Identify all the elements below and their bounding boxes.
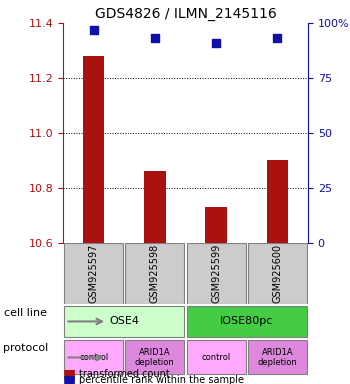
Text: control: control — [79, 353, 108, 362]
FancyBboxPatch shape — [64, 306, 184, 337]
FancyBboxPatch shape — [248, 341, 307, 374]
FancyBboxPatch shape — [187, 341, 245, 374]
Point — [274, 35, 280, 41]
Point — [91, 26, 97, 33]
FancyBboxPatch shape — [125, 243, 184, 304]
Point — [213, 40, 219, 46]
FancyBboxPatch shape — [64, 243, 123, 304]
FancyBboxPatch shape — [125, 341, 184, 374]
Text: GSM925597: GSM925597 — [89, 244, 99, 303]
FancyBboxPatch shape — [248, 243, 307, 304]
Text: ■: ■ — [63, 373, 76, 384]
Text: cell line: cell line — [4, 308, 47, 318]
FancyBboxPatch shape — [64, 341, 123, 374]
Bar — [205, 207, 227, 243]
Text: ARID1A
depletion: ARID1A depletion — [258, 348, 297, 367]
Text: control: control — [202, 353, 231, 362]
Bar — [267, 160, 288, 243]
Title: GDS4826 / ILMN_2145116: GDS4826 / ILMN_2145116 — [94, 7, 276, 21]
FancyBboxPatch shape — [187, 243, 245, 304]
Text: transformed count: transformed count — [79, 369, 169, 379]
Text: percentile rank within the sample: percentile rank within the sample — [79, 375, 244, 384]
Bar — [83, 56, 104, 243]
Text: GSM925600: GSM925600 — [272, 244, 282, 303]
Text: GSM925598: GSM925598 — [150, 244, 160, 303]
Text: IOSE80pc: IOSE80pc — [220, 316, 273, 326]
Bar — [144, 171, 166, 243]
Point — [152, 35, 158, 41]
Text: protocol: protocol — [4, 343, 49, 353]
Text: OSE4: OSE4 — [109, 316, 139, 326]
Text: ARID1A
depletion: ARID1A depletion — [135, 348, 175, 367]
Text: ■: ■ — [63, 367, 76, 381]
Text: GSM925599: GSM925599 — [211, 244, 221, 303]
FancyBboxPatch shape — [187, 306, 307, 337]
